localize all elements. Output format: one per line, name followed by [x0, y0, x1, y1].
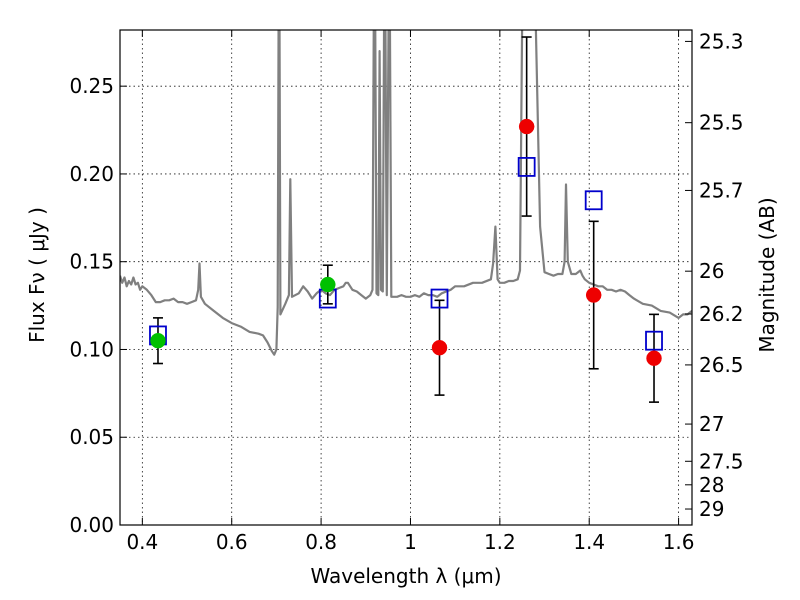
x-axis-title: Wavelength λ (μm): [310, 564, 501, 588]
y2-tick-label: 25.7: [699, 178, 744, 202]
observed-point-marker: [518, 118, 535, 135]
model-square-marker: [430, 288, 449, 309]
observed-point-marker: [585, 287, 602, 303]
y-tick-label: 0.25: [69, 74, 114, 98]
x-tick-label: 1: [404, 530, 417, 554]
model-square-marker: [645, 330, 663, 351]
grid-lines: [120, 30, 692, 526]
x-tick-label: 1.4: [573, 530, 605, 554]
y2-tick-label: 26.5: [699, 353, 744, 377]
x-tick-label: 1.6: [663, 530, 695, 554]
observed-point-marker: [431, 339, 448, 356]
x-tick-label: 0.4: [126, 530, 158, 554]
x-tick-label: 1.2: [484, 530, 516, 554]
y2-tick-label: 27.5: [699, 449, 744, 473]
data-markers: [149, 118, 663, 366]
y-tick-label: 0.15: [69, 250, 114, 274]
y-tick-label: 0.10: [69, 337, 114, 361]
x-tick-label: 0.8: [305, 530, 337, 554]
observed-point-marker: [646, 350, 662, 366]
y2-axis-title: Magnitude (AB): [755, 197, 779, 352]
x-axis-ticks: 0.4 0.6 0.8 1 1.2 1.4 1.6: [126, 30, 695, 554]
y2-tick-label: 26: [699, 259, 724, 283]
x-tick-label: 0.6: [216, 530, 248, 554]
error-bars: [152, 36, 660, 403]
model-square-marker: [584, 190, 603, 211]
y-axis-ticks: 0.00 0.05 0.10 0.15 0.20 0.25: [69, 74, 127, 537]
plot-frame: [119, 29, 693, 526]
y2-tick-label: 27: [699, 412, 724, 436]
y2-tick-label: 25.5: [699, 111, 744, 135]
y2-tick-label: 28: [699, 473, 724, 497]
y-tick-label: 0.00: [69, 513, 114, 537]
observed-point-marker: [150, 332, 166, 349]
y2-tick-label: 29: [699, 497, 724, 521]
y-tick-label: 0.20: [69, 162, 114, 186]
y-tick-label: 0.05: [69, 425, 114, 449]
y-axis-title: Flux Fν ( μJy ): [25, 207, 49, 343]
model-square-marker: [517, 157, 536, 177]
observed-point-marker: [320, 276, 336, 293]
y2-tick-label: 26.2: [699, 302, 744, 326]
spectrum-line: [120, 30, 692, 356]
spectrum-layer: [120, 30, 692, 356]
y2-tick-label: 25.3: [699, 29, 744, 53]
